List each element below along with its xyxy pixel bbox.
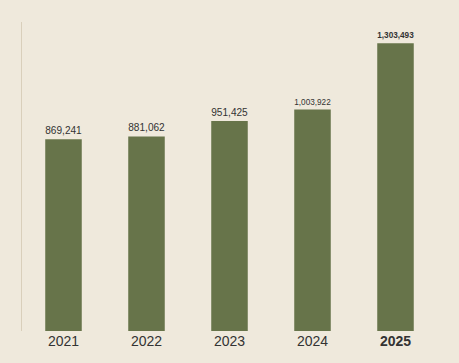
svg-text:2022: 2022 [131, 333, 162, 349]
svg-text:2021: 2021 [48, 333, 79, 349]
svg-text:1,303,493: 1,303,493 [377, 31, 414, 40]
svg-text:881,062: 881,062 [128, 122, 165, 133]
svg-text:951,425: 951,425 [211, 107, 248, 118]
svg-text:2023: 2023 [214, 333, 245, 349]
svg-text:869,241: 869,241 [45, 125, 82, 136]
svg-text:2025: 2025 [380, 333, 411, 349]
svg-text:1,003,922: 1,003,922 [294, 98, 331, 107]
svg-text:2024: 2024 [297, 333, 328, 349]
